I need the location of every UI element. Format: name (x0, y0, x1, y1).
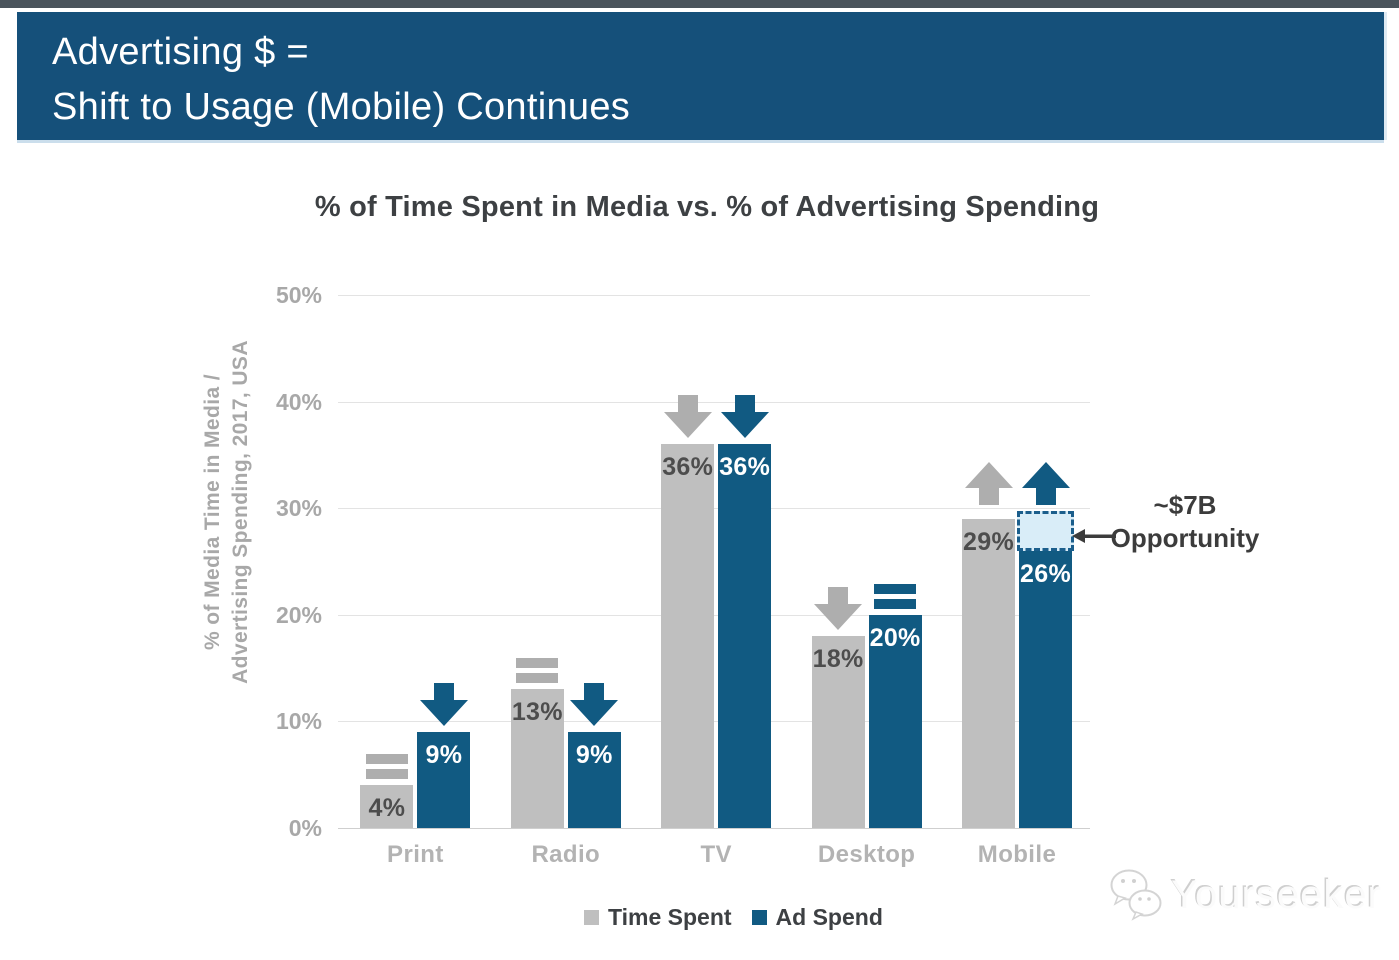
category-label-mobile: Mobile (977, 841, 1057, 868)
y-tick-label: 20% (275, 601, 322, 628)
down-arrow-icon (663, 395, 712, 439)
category-label-print: Print (387, 841, 444, 868)
legend-item-time-spent: Time Spent (584, 904, 732, 931)
legend-label-time-spent: Time Spent (608, 904, 732, 930)
equals-icon (516, 658, 559, 684)
gridline (338, 828, 1090, 829)
down-arrow-icon (419, 683, 468, 727)
legend: Time Spent Ad Spend (584, 904, 883, 931)
bar-time-spent-desktop: 18% (811, 636, 865, 828)
bar-value-label: 20% (869, 623, 921, 652)
y-tick-label: 50% (275, 282, 322, 308)
left-arrow-icon (1072, 529, 1116, 543)
down-arrow-icon (570, 683, 619, 727)
bar-time-spent-tv: 36% (661, 444, 715, 828)
y-axis-label: % of Media Time in Media / Advertising S… (199, 340, 255, 684)
opportunity-annotation-line2: Opportunity (1110, 523, 1260, 553)
title-banner: Advertising $ = Shift to Usage (Mobile) C… (17, 12, 1384, 140)
equals-icon (365, 754, 408, 780)
down-arrow-icon (814, 587, 863, 631)
bar-value-label: 36% (662, 453, 714, 482)
bar-ad-spend-tv: 36% (718, 444, 772, 828)
bar-ad-spend-radio: 9% (567, 732, 621, 828)
bar-time-spent-radio: 13% (510, 689, 564, 828)
time-spent-swatch (584, 910, 599, 925)
banner-title-line2: Shift to Usage (Mobile) Continues (52, 86, 631, 128)
gridline (338, 401, 1090, 403)
chart-title: % of Time Spent in Media vs. % of Advert… (314, 191, 1100, 223)
y-axis-label-line2: Advertising Spending, 2017, USA (229, 340, 252, 684)
bar-ad-spend-desktop: 20% (868, 614, 922, 828)
y-tick-label: 40% (275, 388, 322, 415)
equals-icon (874, 583, 917, 609)
bar-time-spent-mobile: 29% (962, 518, 1015, 828)
watermark-text: Yourseeker (1171, 872, 1382, 917)
legend-label-ad-spend: Ad Spend (775, 904, 883, 930)
y-tick-label: 30% (275, 495, 322, 522)
y-axis-label-line1: % of Media Time in Media / (201, 373, 224, 651)
legend-item-ad-spend: Ad Spend (751, 904, 883, 931)
bar-value-label: 9% (575, 741, 613, 770)
opportunity-annotation-line1: ~$7B (1153, 490, 1217, 520)
up-arrow-icon (1021, 461, 1070, 505)
banner-title: Advertising $ = Shift to Usage (Mobile) C… (52, 25, 630, 135)
category-label-tv: TV (700, 841, 732, 868)
banner-title-line1: Advertising $ = (52, 31, 309, 73)
category-label-radio: Radio (531, 841, 601, 868)
chat-bubbles-icon (1110, 869, 1162, 921)
bar-value-label: 18% (812, 645, 864, 674)
watermark: Yourseeker (1108, 868, 1382, 922)
ad-spend-swatch (751, 910, 767, 925)
bar-value-label: 9% (425, 741, 463, 770)
opportunity-annotation: ~$7B Opportunity (1106, 489, 1264, 555)
up-arrow-icon (964, 461, 1013, 505)
bar-value-label: 29% (963, 527, 1014, 556)
bar-value-label: 4% (368, 794, 406, 823)
bar-ad-spend-print: 9% (417, 732, 471, 828)
window-top-strip (0, 0, 1399, 8)
bar-value-label: 26% (1020, 559, 1071, 588)
bar-time-spent-print: 4% (360, 785, 414, 828)
down-arrow-icon (720, 395, 769, 439)
opportunity-box (1017, 510, 1074, 551)
gridline (338, 295, 1090, 296)
bar-value-label: 13% (511, 698, 563, 727)
y-tick-label: 0% (288, 815, 322, 841)
bar-ad-spend-mobile: 26% (1019, 550, 1072, 828)
y-tick-label: 10% (275, 708, 322, 735)
bar-value-label: 36% (719, 453, 771, 482)
category-label-desktop: Desktop (817, 841, 916, 868)
